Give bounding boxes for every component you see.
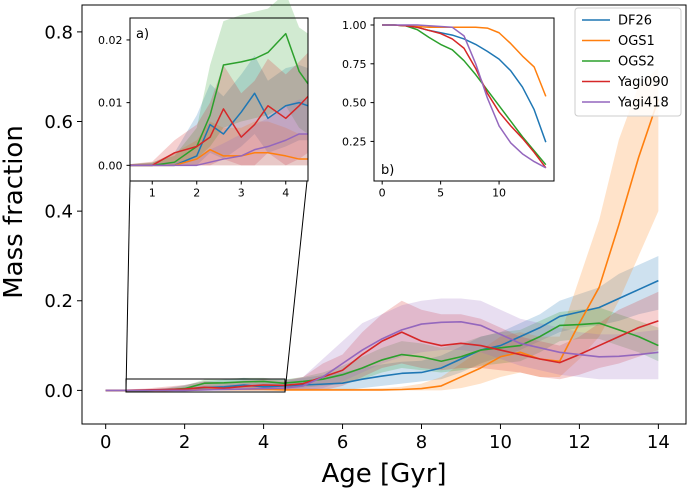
main-x-ticks: 0 2 4 6 8 10 12 14: [100, 424, 670, 453]
legend-items: DF26 OGS1 OGS2 Yagi090 Yagi418: [582, 14, 669, 111]
main-xtick-label: 10: [489, 432, 512, 453]
main-band-yagi418: [105, 298, 659, 391]
inset-a-frame: [129, 17, 309, 182]
main-series-lines: [105, 98, 660, 392]
inset-a-band-ogs1: [130, 121, 308, 166]
legend: DF26 OGS1 OGS2 Yagi090 Yagi418: [574, 7, 682, 117]
inset-a-xtick-label: 4: [282, 187, 289, 200]
inset-a-band-yagi090: [130, 52, 308, 166]
main-line-yagi090: [105, 320, 659, 392]
inset-b-ytick-label: 0.75: [342, 58, 367, 71]
inset-b-series-lines: [382, 24, 547, 169]
inset-a-band-yagi418: [130, 99, 308, 166]
inset-a-y-ticks: 0.00 0.01 0.02: [98, 34, 130, 172]
legend-label-yagi090: Yagi090: [617, 75, 669, 90]
inset-a-line-yagi418: [130, 133, 308, 167]
main-ytick-label: 0.6: [44, 112, 73, 133]
inset-a-x-ticks: 1 2 3 4: [149, 181, 289, 200]
main-ytick-label: 0.2: [44, 291, 73, 312]
main-band-ogs2: [105, 307, 659, 391]
legend-label-ogs2: OGS2: [618, 55, 655, 70]
main-xtick-label: 6: [337, 432, 348, 453]
main-ytick-label: 0.4: [44, 202, 73, 223]
inset-b-line-yagi090: [382, 24, 547, 169]
inset-b-y-ticks: 0.25 0.50 0.75 1.00: [342, 19, 374, 148]
x-axis-label: Age [Gyr]: [321, 459, 446, 489]
inset-b-frame: [373, 17, 555, 182]
inset-a-ytick-label: 0.00: [98, 159, 123, 172]
inset-b-line-yagi418: [382, 24, 547, 169]
inset-b-xtick-label: 5: [437, 187, 444, 200]
main-xtick-label: 14: [647, 432, 670, 453]
main-line-ogs2: [105, 322, 659, 392]
main-line-yagi418: [105, 321, 659, 392]
legend-label-df26: DF26: [618, 14, 652, 29]
inset-b-xtick-label: 0: [379, 187, 386, 200]
main-xtick-label: 12: [568, 432, 591, 453]
inset-a-xtick-label: 1: [149, 187, 156, 200]
inset-b-line-ogs2: [382, 24, 547, 166]
inset-a-xtick-label: 2: [193, 187, 200, 200]
inset-zoom-indicator: [125, 180, 308, 393]
inset-b-ytick-label: 0.50: [342, 97, 367, 110]
inset-a-line-ogs2: [130, 32, 309, 167]
inset-a-band-df26: [130, 55, 308, 166]
main-xtick-label: 2: [179, 432, 190, 453]
inset-b-label: b): [381, 163, 394, 178]
main-ytick-label: 0.0: [44, 381, 73, 402]
inset-a-panel: 1 2 3 4 0.00 0.01 0.02 a): [98, 0, 309, 200]
main-y-ticks: 0.0 0.2 0.4 0.6 0.8: [44, 22, 82, 402]
zoom-connector-left: [125, 180, 131, 393]
main-xtick-label: 8: [416, 432, 427, 453]
inset-b-panel: 0 5 10 0.25 0.50 0.75 1.00 b): [342, 17, 555, 200]
main-axes-frame: [81, 4, 687, 425]
inset-b-plot-area: [374, 18, 554, 181]
zoom-connector-right: [284, 180, 308, 393]
inset-b-ytick-label: 0.25: [342, 135, 367, 148]
y-axis-label: Mass fraction: [0, 125, 29, 299]
inset-a-line-yagi090: [130, 95, 309, 167]
legend-frame: [574, 7, 682, 117]
inset-a-ytick-label: 0.01: [98, 97, 123, 110]
main-xtick-label: 0: [100, 432, 111, 453]
inset-a-label: a): [136, 27, 149, 42]
main-ytick-label: 0.8: [44, 22, 73, 43]
main-xtick-label: 4: [258, 432, 269, 453]
inset-b-xtick-label: 10: [492, 187, 506, 200]
inset-a-series-lines: [130, 32, 309, 167]
legend-label-ogs1: OGS1: [618, 34, 655, 49]
inset-b-x-ticks: 0 5 10: [379, 181, 506, 200]
inset-b-ytick-label: 1.00: [342, 19, 367, 32]
inset-a-xtick-label: 3: [238, 187, 245, 200]
legend-label-yagi418: Yagi418: [617, 96, 669, 111]
inset-a-ytick-label: 0.02: [98, 34, 123, 47]
